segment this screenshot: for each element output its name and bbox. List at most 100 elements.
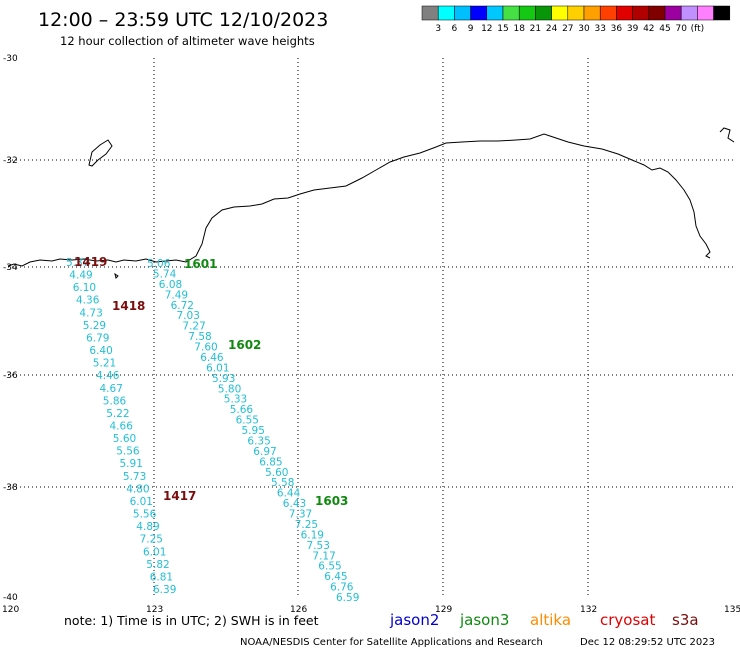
mission-label: jason2 [389, 611, 439, 629]
scale-label: 36 [611, 24, 623, 34]
swh-value: 7.49 [165, 289, 188, 301]
swh-value: 6.72 [171, 300, 194, 312]
swh-value: 5.93 [212, 373, 235, 385]
coastline [7, 127, 735, 279]
scale-swatch [648, 5, 666, 21]
scale-swatch [680, 5, 698, 21]
scale-swatch [518, 5, 536, 21]
scale-swatch [583, 5, 601, 21]
scale-label: 3 [435, 24, 441, 34]
swh-value: 5.56 [116, 446, 140, 458]
lat-label: -34 [3, 263, 18, 273]
scale-label: 33 [594, 24, 605, 34]
lon-label: 135 [724, 605, 740, 615]
scale-swatch [502, 5, 520, 21]
scale-label: 12 [481, 24, 492, 34]
mission-label: jason3 [459, 611, 509, 629]
lon-label: 129 [435, 605, 452, 615]
swh-value: 5.82 [146, 559, 169, 571]
swh-value: 4.73 [79, 307, 102, 319]
swh-value: 7.53 [307, 540, 330, 552]
swh-value: 4.49 [69, 270, 92, 282]
swh-value: 5.73 [123, 471, 146, 483]
swh-value: 5.60 [113, 433, 136, 445]
lon-label: 126 [290, 605, 307, 615]
pass-time-label: 1419 [74, 255, 107, 269]
pass-time-label: 1602 [228, 338, 261, 352]
swh-value: 7.25 [295, 519, 318, 531]
mission-legend: jason2 jason3 altika cryosat s3a [389, 611, 699, 629]
swh-value: 6.40 [89, 345, 112, 357]
swh-value: 5.80 [218, 383, 241, 395]
graticule [8, 58, 734, 598]
swh-value: 6.39 [153, 584, 176, 596]
scale-label: 21 [530, 24, 541, 34]
swh-value: 6.01 [206, 362, 229, 374]
scale-label: 30 [578, 24, 590, 34]
mission-label: s3a [672, 611, 699, 629]
footnote: note: 1) Time is in UTC; 2) SWH is in fe… [64, 613, 319, 628]
swh-value: 5.33 [224, 394, 247, 406]
track-west-swh: 5.374.496.104.364.735.296.796.405.214.46… [66, 257, 176, 596]
scale-swatch [437, 5, 455, 21]
lat-label: -38 [3, 483, 18, 493]
scale-swatch [616, 5, 633, 21]
swh-value: 5.86 [103, 395, 127, 407]
scale-label: 70 [675, 24, 687, 34]
swh-value: 6.81 [150, 571, 173, 583]
lon-label: 123 [146, 605, 163, 615]
swh-value: 4.36 [76, 295, 100, 307]
swh-value: 7.25 [140, 534, 163, 546]
scale-label: (ft) [691, 24, 705, 34]
swh-value: 6.97 [253, 446, 276, 458]
color-scale [421, 5, 731, 21]
scale-label: 9 [468, 24, 474, 34]
scale-swatch [697, 5, 714, 21]
scale-swatch [567, 5, 585, 21]
credit-line: NOAA/NESDIS Center for Satellite Applica… [240, 637, 543, 648]
lat-label: -30 [3, 54, 18, 64]
swh-value: 5.60 [265, 467, 288, 479]
swh-value: 5.56 [133, 509, 157, 521]
lon-label: 120 [2, 605, 19, 615]
timestamp: Dec 12 08:29:52 UTC 2023 [580, 637, 715, 648]
swh-value: 6.76 [330, 582, 354, 594]
scale-label: 15 [497, 24, 508, 34]
swh-value: 5.74 [153, 268, 177, 280]
swh-value: 7.58 [188, 331, 211, 343]
map-frame [7, 57, 735, 599]
swh-value: 5.22 [106, 408, 129, 420]
scale-swatch [421, 5, 439, 21]
pass-time-label: 1417 [163, 489, 196, 503]
swh-value: 5.29 [83, 320, 106, 332]
color-scale-labels: 3 6 9 12 15 18 21 24 27 30 33 36 39 42 45 70 (ft) [435, 24, 704, 34]
swh-value: 6.46 [200, 352, 224, 364]
swh-value: 6.19 [301, 529, 324, 541]
scale-swatch [632, 5, 650, 21]
pass-time-label: 1603 [315, 494, 348, 508]
swh-value: 6.59 [336, 592, 359, 604]
lat-label: -32 [3, 156, 18, 166]
scale-label: 18 [513, 24, 525, 34]
mission-label: altika [530, 611, 571, 629]
scale-swatch [535, 5, 552, 21]
swh-value: 6.79 [86, 333, 109, 345]
swh-value: 4.67 [100, 383, 123, 395]
swh-value: 6.85 [259, 456, 282, 468]
swh-value: 7.03 [177, 310, 200, 322]
map-subtitle: 12 hour collection of altimeter wave hei… [60, 34, 315, 48]
swh-value: 4.80 [126, 483, 149, 495]
scale-label: 39 [627, 24, 639, 34]
scale-label: 42 [643, 24, 654, 34]
mission-label: cryosat [600, 611, 655, 629]
map-title: 12:00 – 23:59 UTC 12/10/2023 [38, 9, 328, 31]
scale-swatch [486, 5, 504, 21]
swh-value: 7.27 [182, 321, 205, 333]
swh-value: 7.17 [312, 550, 335, 562]
lon-label: 132 [580, 605, 597, 615]
swh-value: 5.06 [147, 258, 171, 270]
swh-value: 7.60 [194, 342, 217, 354]
swh-value: 6.55 [236, 415, 259, 427]
scale-swatch [599, 5, 617, 21]
swh-value: 5.37 [66, 257, 89, 269]
